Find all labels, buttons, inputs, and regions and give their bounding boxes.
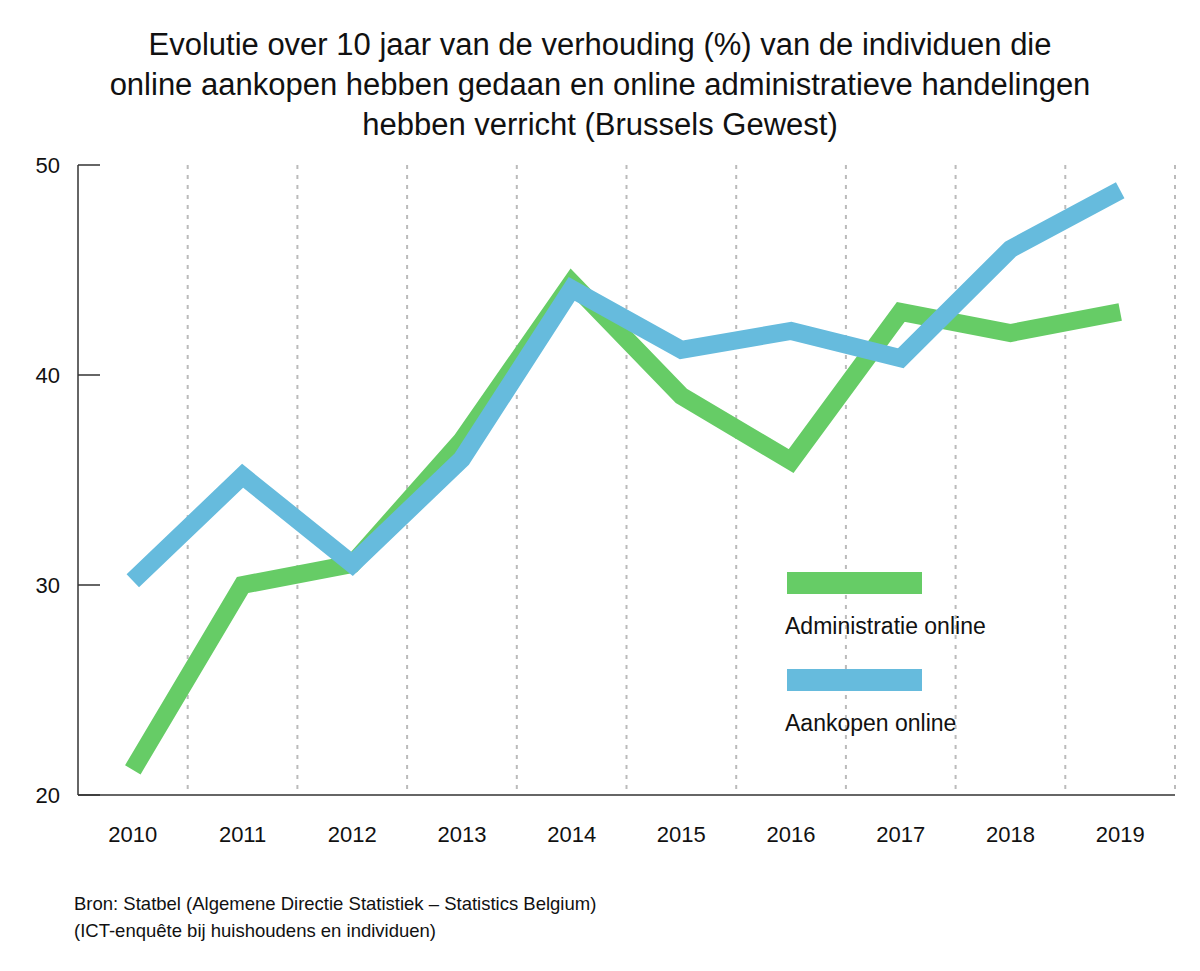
y-tick [78, 374, 100, 376]
series-line [133, 190, 1120, 581]
grid-line [516, 165, 518, 795]
grid-line [626, 165, 628, 795]
legend-swatch [787, 572, 922, 594]
x-tick-label: 2010 [108, 822, 157, 847]
y-tick-label: 50 [36, 153, 60, 178]
legend-label: Administratie online [785, 613, 986, 639]
title-line: online aankopen hebben gedaan en online … [110, 67, 1091, 102]
x-tick-label: 2014 [547, 822, 596, 847]
grid-line [845, 165, 847, 795]
x-tick-label: 2012 [328, 822, 377, 847]
x-tick-label: 2013 [437, 822, 486, 847]
x-tick-label: 2015 [657, 822, 706, 847]
y-tick [78, 164, 100, 166]
source: (ICT-enquête bij huishoudens en individu… [74, 920, 436, 941]
x-tick-label: 2011 [219, 822, 266, 847]
grid-line [406, 165, 408, 795]
grid-line [1064, 165, 1066, 795]
x-tick-label: 2018 [986, 822, 1035, 847]
x-axis [78, 794, 1175, 796]
legend-swatch [787, 669, 922, 691]
title-line: hebben verricht (Brussels Gewest) [362, 107, 838, 142]
title-line: Evolutie over 10 jaar van de verhouding … [148, 27, 1051, 62]
y-axis [77, 165, 79, 795]
x-tick-label: 2016 [767, 822, 816, 847]
x-tick-label: 2019 [1096, 822, 1145, 847]
y-tick [78, 584, 100, 586]
y-tick-label: 40 [36, 363, 60, 388]
source: Bron: Statbel (Algemene Directie Statist… [74, 893, 596, 914]
x-tick-label: 2017 [876, 822, 925, 847]
grid-line [1174, 165, 1176, 795]
chart: Evolutie over 10 jaar van de verhouding … [0, 0, 1200, 971]
legend-label: Aankopen online [785, 710, 956, 736]
grid-line [955, 165, 957, 795]
grid-line [187, 165, 189, 795]
title: Evolutie over 10 jaar van de verhouding … [110, 27, 1091, 142]
grid-line [296, 165, 298, 795]
y-tick [78, 794, 100, 796]
y-tick-label: 20 [36, 783, 60, 808]
series-line [133, 283, 1120, 770]
y-tick-label: 30 [36, 573, 60, 598]
plot-area [133, 190, 1120, 770]
grid-line [735, 165, 737, 795]
